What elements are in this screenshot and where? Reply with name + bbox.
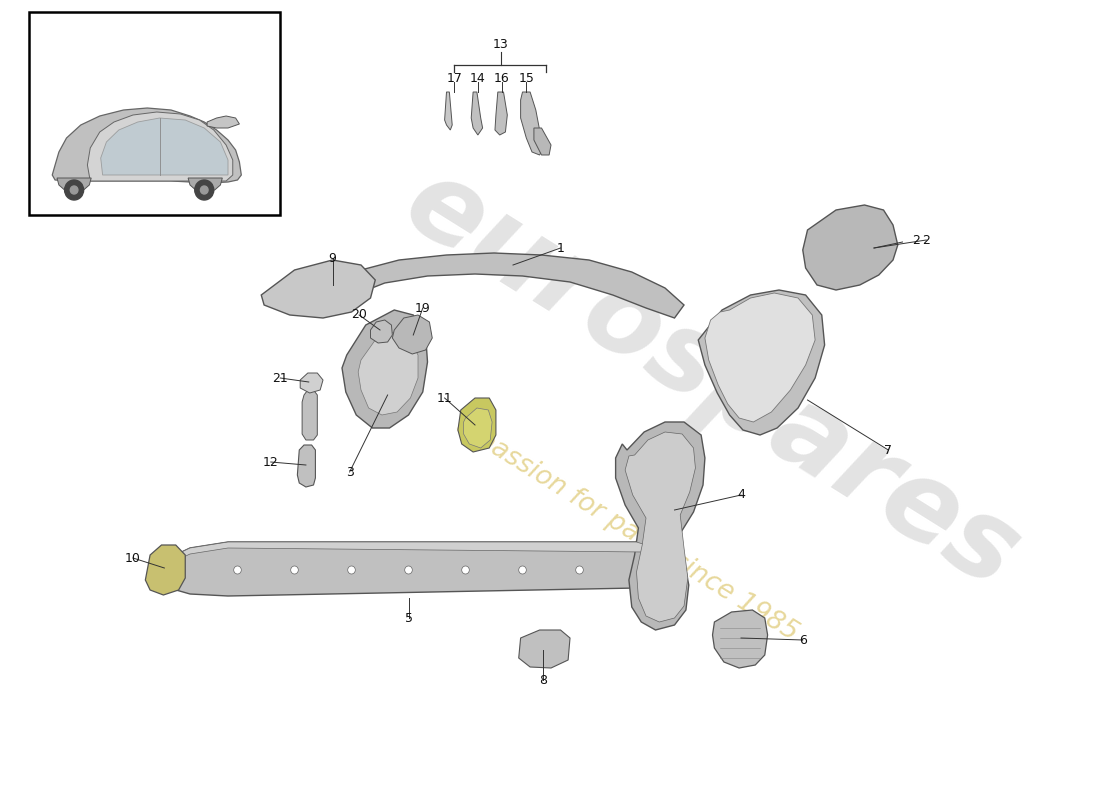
- Text: 19: 19: [415, 302, 430, 314]
- Polygon shape: [471, 92, 483, 135]
- Circle shape: [233, 566, 241, 574]
- Polygon shape: [300, 373, 323, 393]
- Text: 14: 14: [470, 71, 486, 85]
- Text: 7: 7: [884, 443, 892, 457]
- Polygon shape: [207, 116, 240, 128]
- Text: 3: 3: [345, 466, 353, 478]
- Circle shape: [70, 186, 78, 194]
- Text: 5: 5: [405, 611, 412, 625]
- Text: 1: 1: [557, 242, 564, 254]
- Text: 21: 21: [273, 371, 288, 385]
- Text: 2: 2: [922, 234, 931, 246]
- Circle shape: [195, 180, 213, 200]
- Polygon shape: [393, 315, 432, 354]
- Text: 9: 9: [329, 251, 337, 265]
- Bar: [29, 12, 280, 215]
- Polygon shape: [803, 205, 898, 290]
- Text: 16: 16: [494, 71, 509, 85]
- Text: 4: 4: [737, 489, 745, 502]
- Circle shape: [462, 566, 470, 574]
- Text: 10: 10: [125, 551, 141, 565]
- Polygon shape: [458, 398, 496, 452]
- Text: 20: 20: [351, 309, 367, 322]
- Polygon shape: [444, 92, 452, 130]
- Polygon shape: [698, 290, 825, 435]
- Polygon shape: [297, 445, 316, 487]
- Text: 15: 15: [518, 71, 535, 85]
- Polygon shape: [359, 332, 418, 415]
- Text: a passion for parts since 1985: a passion for parts since 1985: [451, 414, 803, 646]
- Polygon shape: [57, 178, 91, 192]
- Polygon shape: [616, 422, 705, 630]
- Polygon shape: [495, 92, 507, 135]
- Polygon shape: [145, 545, 185, 595]
- Text: 12: 12: [263, 455, 278, 469]
- Polygon shape: [534, 128, 551, 155]
- Text: eurospares: eurospares: [386, 149, 1038, 611]
- Text: 11: 11: [437, 391, 452, 405]
- Circle shape: [405, 566, 412, 574]
- Polygon shape: [169, 542, 663, 562]
- Polygon shape: [302, 390, 317, 440]
- Text: 17: 17: [447, 71, 462, 85]
- Text: 8: 8: [539, 674, 548, 686]
- Text: 6: 6: [799, 634, 806, 646]
- Polygon shape: [101, 118, 228, 175]
- Polygon shape: [463, 408, 492, 448]
- Polygon shape: [53, 108, 241, 183]
- Polygon shape: [342, 310, 428, 428]
- Polygon shape: [520, 92, 543, 155]
- Circle shape: [575, 566, 583, 574]
- Polygon shape: [625, 432, 695, 622]
- Polygon shape: [262, 260, 375, 318]
- Circle shape: [200, 186, 208, 194]
- Polygon shape: [328, 253, 684, 318]
- Text: 13: 13: [493, 38, 508, 51]
- Polygon shape: [371, 320, 393, 343]
- Circle shape: [519, 566, 526, 574]
- Polygon shape: [713, 610, 768, 668]
- Polygon shape: [87, 112, 233, 181]
- Polygon shape: [519, 630, 570, 668]
- Circle shape: [65, 180, 84, 200]
- Polygon shape: [705, 293, 815, 422]
- Polygon shape: [160, 542, 663, 596]
- Circle shape: [290, 566, 298, 574]
- Circle shape: [348, 566, 355, 574]
- Text: 2: 2: [912, 234, 920, 246]
- Polygon shape: [188, 178, 222, 192]
